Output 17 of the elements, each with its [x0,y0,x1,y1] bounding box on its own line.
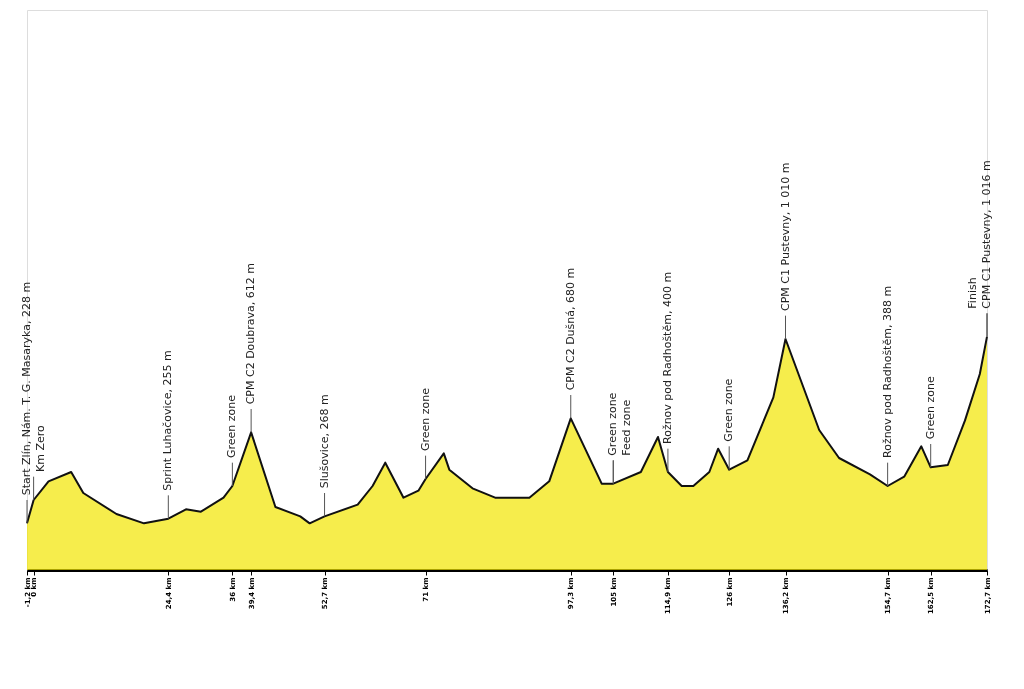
annotation: Slušovice, 268 m [317,394,331,489]
annotation: CPM C1 Pustevny, 1 010 m [778,162,792,311]
annotation: Rožnov pod Radhoštěm, 388 m [880,285,894,458]
annotation: Km Zero [34,424,47,472]
annotation: Green zone [225,394,239,458]
annotation: CPM C2 Dušná, 680 m [563,267,577,391]
annotation: Sprint Luhačovice, 255 m [161,350,175,491]
annotation: Green zone [923,376,937,440]
annotation: Feed zone [620,399,634,456]
annotation: Finish [966,277,979,309]
annotation: CPM C1 Pustevny, 1 016 m [980,160,993,309]
annotation: Green zone [722,378,736,442]
annotation: Rožnov pod Radhoštěm, 400 m [660,271,674,444]
annotation: Green zone [606,392,620,456]
annotation: Start Zlín, Nám. T. G. Masaryka, 228 m [20,281,33,496]
annotation: Green zone [418,387,432,451]
annotation: CPM C2 Doubrava, 612 m [244,262,258,405]
